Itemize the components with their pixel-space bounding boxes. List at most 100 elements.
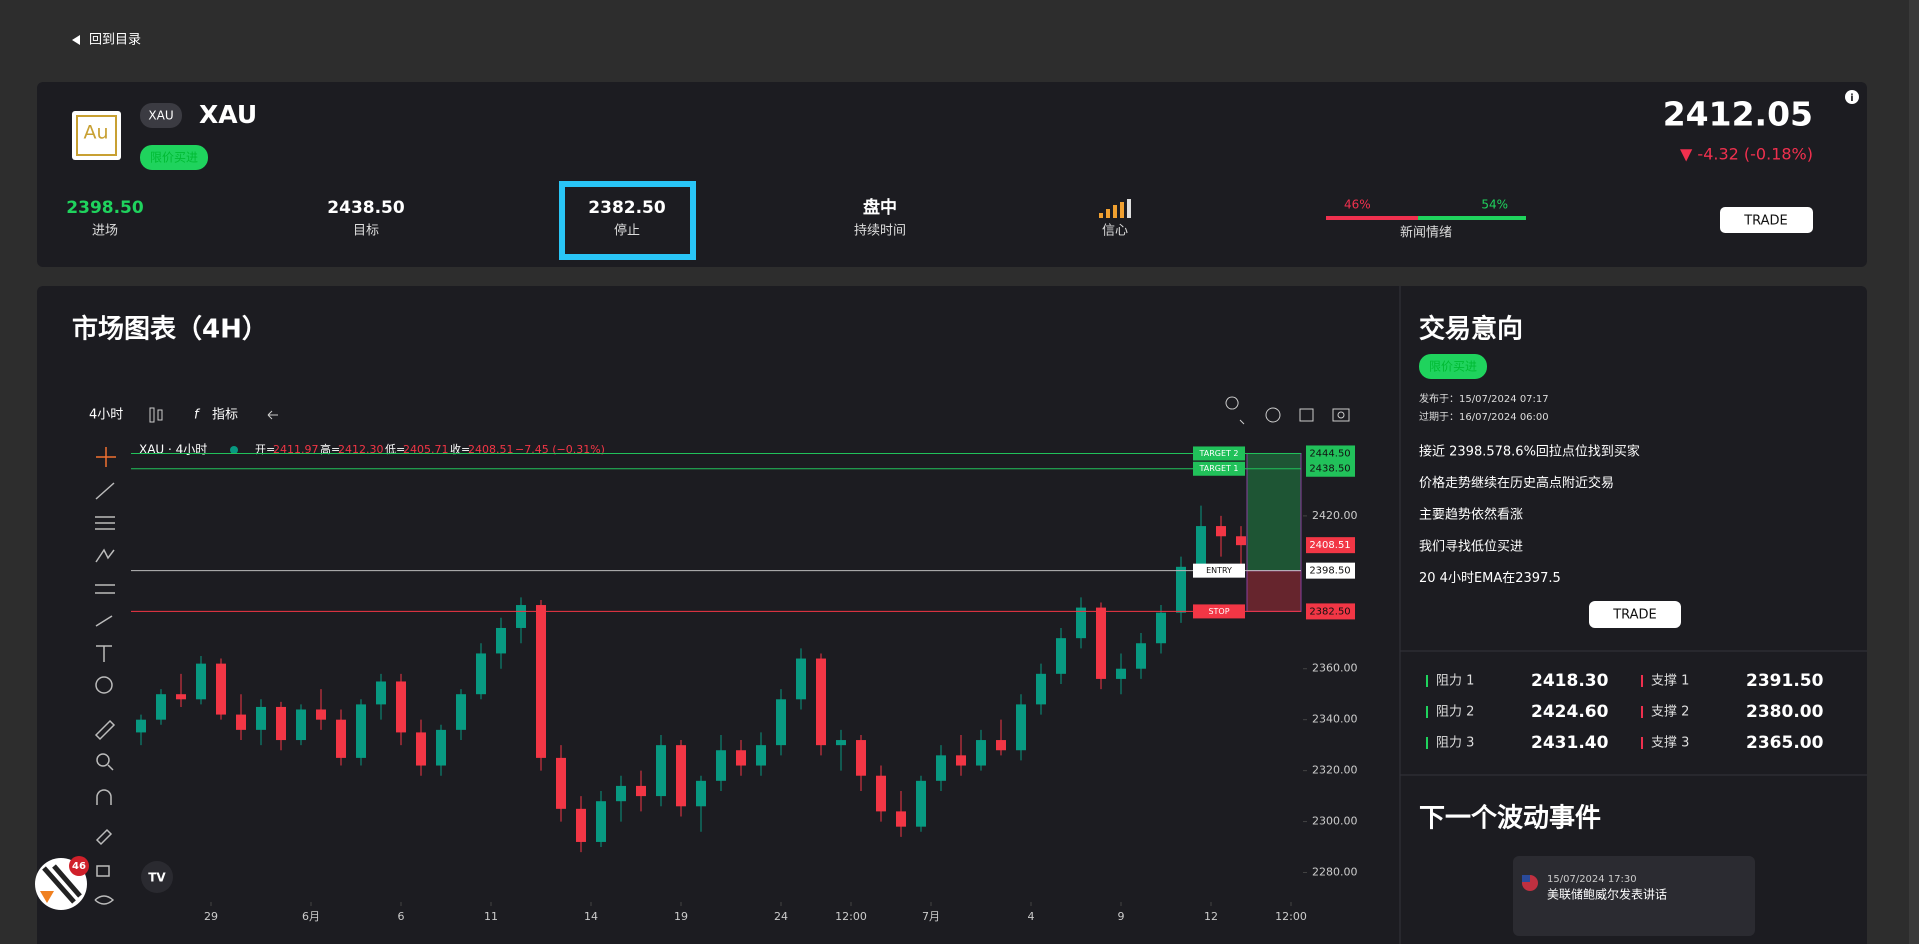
candle-body	[536, 605, 546, 758]
level-label: 阻力 2	[1436, 705, 1474, 720]
candle-body	[1016, 704, 1026, 751]
legend-value: 2412.30	[338, 443, 384, 456]
note: 价格走势继续在历史高点附近交易	[1419, 475, 1614, 491]
logo-frame	[76, 115, 117, 156]
candlestick-chart: 2280.00 2300.00 2320.00 2340.00 2360.00 2420.…	[131, 445, 1358, 923]
event-card[interactable]	[1513, 856, 1755, 936]
levels-table: 阻力 1 2418.30 阻力 2 2424.60 阻力 3 2431.40 支撑 1 239…	[1426, 671, 1824, 753]
candle-body	[1136, 643, 1146, 669]
candle-body	[356, 704, 366, 758]
level-value: 2391.50	[1746, 671, 1824, 691]
chart-title: 市场图表（4H）	[72, 314, 268, 345]
candle-body	[1236, 536, 1246, 546]
note: 主要趋势依然看涨	[1419, 507, 1523, 523]
level-tag	[1193, 563, 1245, 578]
candle-body	[1096, 607, 1106, 679]
order-type: 限价买进	[1429, 360, 1477, 374]
level-value: 2365.00	[1746, 733, 1824, 753]
notes: 接近 2398.578.6%回拉点位找到买家价格走势继续在历史高点附近交易主要趋…	[1419, 444, 1640, 586]
axis-tag	[1306, 603, 1355, 620]
logo-mark	[42, 864, 82, 904]
level-marker	[1426, 737, 1428, 749]
x-tick-label: 12:00	[1275, 910, 1307, 923]
event-text: 美联储鲍威尔发表讲话	[1547, 887, 1667, 902]
tv-logo-text: TV	[148, 871, 166, 885]
axis-tag-label: 2444.50	[1309, 448, 1350, 459]
trade-button[interactable]	[1720, 207, 1813, 233]
bull-bar	[1418, 216, 1526, 220]
axis-tag-label: 2382.50	[1309, 606, 1350, 617]
level-marker	[1641, 737, 1643, 749]
level-label: 支撑 2	[1651, 705, 1689, 720]
level-label: 阻力 1	[1436, 674, 1474, 689]
symbol-badge-text: XAU	[148, 109, 173, 123]
note: 接近 2398.578.6%回拉点位找到买家	[1419, 444, 1640, 460]
level-label: 支撑 1	[1651, 674, 1689, 689]
bull-pct: 54%	[1481, 198, 1508, 212]
candle-body	[876, 775, 886, 812]
interval[interactable]: 4小时	[89, 408, 123, 423]
candle-body	[316, 709, 326, 720]
loss-zone	[1246, 570, 1302, 612]
legend-symbol: XAU · 4小时	[139, 443, 207, 457]
candle-body	[1196, 526, 1206, 567]
info-icon[interactable]	[1845, 90, 1859, 104]
axis-tag	[1306, 562, 1355, 579]
candle-body	[676, 745, 686, 807]
level-label: 阻力 3	[1436, 736, 1474, 751]
candle-body	[516, 605, 526, 628]
x-tick-label: 6月	[302, 910, 320, 923]
candle-body	[1216, 526, 1226, 537]
x-tick-label: 7月	[922, 910, 940, 923]
legend-dot	[230, 446, 238, 454]
x-tick-label: 4	[1028, 910, 1035, 923]
order-type: 限价买进	[150, 151, 198, 165]
fx-icon[interactable]: f	[194, 408, 201, 423]
level-value: 2431.40	[1531, 733, 1609, 753]
stat-label: 进场	[92, 224, 118, 239]
trade-button[interactable]	[1589, 601, 1681, 628]
candle-body	[636, 785, 646, 797]
order-pill	[140, 145, 208, 170]
candle-body	[896, 811, 906, 827]
y-tick-label: 2360.00	[1312, 662, 1358, 675]
main-card	[37, 286, 1867, 944]
stat-value: 2382.50	[588, 198, 666, 218]
candle-body	[976, 740, 986, 766]
candle-body	[936, 755, 946, 781]
level-label: 支撑 3	[1651, 736, 1689, 751]
candle-body	[696, 780, 706, 807]
stat-label: 目标	[353, 224, 379, 239]
tv-logo[interactable]	[141, 861, 173, 893]
drawing-tools[interactable]	[94, 447, 116, 905]
legend-value: 2411.97	[273, 443, 319, 456]
candle-body	[156, 694, 166, 720]
trade-button-text[interactable]: TRADE	[1743, 214, 1788, 229]
badge-count: 46	[72, 861, 86, 872]
toolbar-icons[interactable]	[149, 396, 1350, 425]
candle-body	[796, 658, 806, 700]
legend-change: −7.45 (−0.31%)	[515, 443, 605, 456]
candle-body	[1116, 668, 1126, 679]
candle-body	[1056, 638, 1066, 674]
back-link[interactable]: 回到目录	[89, 33, 141, 48]
expires: 过期于：16/07/2024 06:00	[1419, 410, 1549, 423]
indicators[interactable]: 指标	[212, 408, 238, 423]
level-marker	[1641, 706, 1643, 718]
candle-body	[416, 732, 426, 766]
stat-label: 信心	[1102, 224, 1128, 239]
price-change: ▼ -4.32 (-0.18%)	[1680, 145, 1813, 164]
signal-icon	[1099, 199, 1131, 218]
y-tick-label: 2300.00	[1312, 815, 1358, 828]
x-tick-label: 12	[1204, 910, 1218, 923]
event-date: 15/07/2024 17:30	[1547, 874, 1637, 885]
candle-body	[1156, 612, 1166, 644]
back-arrow[interactable]	[72, 35, 80, 45]
trade-button-text[interactable]: TRADE	[1612, 608, 1657, 623]
logo-text: Au	[83, 122, 108, 144]
stat-value: 2398.50	[66, 198, 144, 218]
candle-body	[996, 740, 1006, 751]
candle-body	[476, 653, 486, 695]
trade-idea-title: 交易意向	[1419, 314, 1523, 345]
symbol: XAU	[199, 100, 257, 129]
